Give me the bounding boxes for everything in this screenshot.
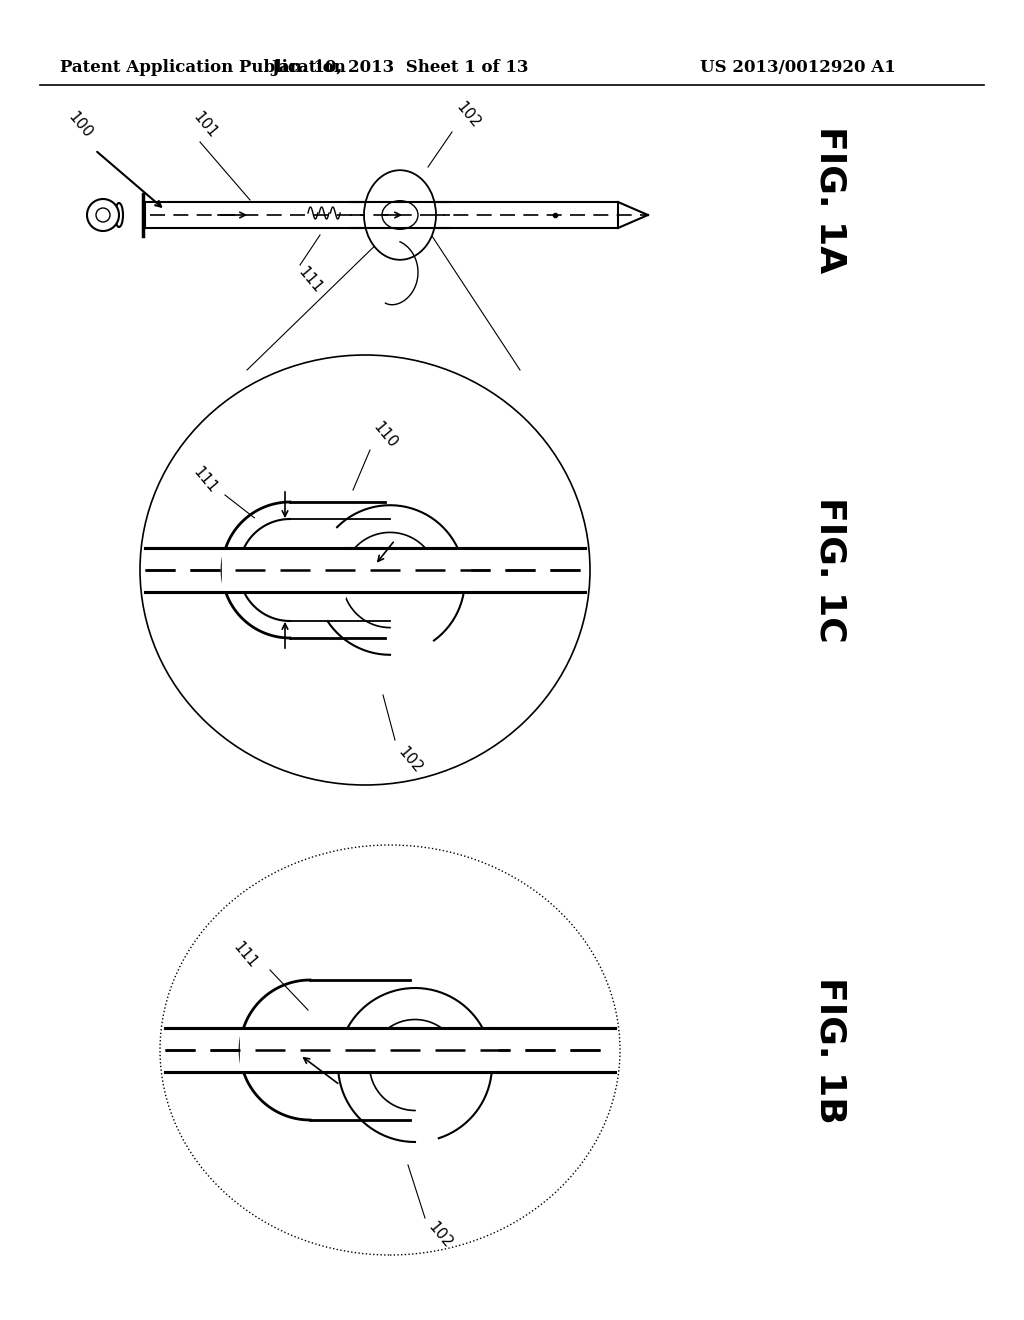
Ellipse shape <box>140 355 590 785</box>
Text: FIG. 1A: FIG. 1A <box>813 127 847 273</box>
Ellipse shape <box>160 845 620 1255</box>
Text: FIG. 1B: FIG. 1B <box>813 977 847 1123</box>
Ellipse shape <box>227 507 352 632</box>
Text: 111: 111 <box>295 264 325 296</box>
Ellipse shape <box>382 201 418 230</box>
Ellipse shape <box>115 203 123 227</box>
Text: US 2013/0012920 A1: US 2013/0012920 A1 <box>700 59 896 77</box>
Text: 100: 100 <box>65 110 95 141</box>
Ellipse shape <box>106 203 115 227</box>
Bar <box>145 202 618 228</box>
Text: 102: 102 <box>395 744 425 776</box>
Text: 111: 111 <box>190 465 220 496</box>
Text: FIG. 1C: FIG. 1C <box>813 498 847 643</box>
Text: 102: 102 <box>453 99 483 131</box>
Text: Jan. 10, 2013  Sheet 1 of 13: Jan. 10, 2013 Sheet 1 of 13 <box>271 59 528 77</box>
Circle shape <box>87 199 119 231</box>
Circle shape <box>96 209 110 222</box>
Text: 110: 110 <box>370 420 400 451</box>
Text: 101: 101 <box>190 110 220 141</box>
Ellipse shape <box>364 170 436 260</box>
Text: Patent Application Publication: Patent Application Publication <box>60 59 346 77</box>
Text: 111: 111 <box>230 939 260 972</box>
Text: 102: 102 <box>425 1220 455 1251</box>
